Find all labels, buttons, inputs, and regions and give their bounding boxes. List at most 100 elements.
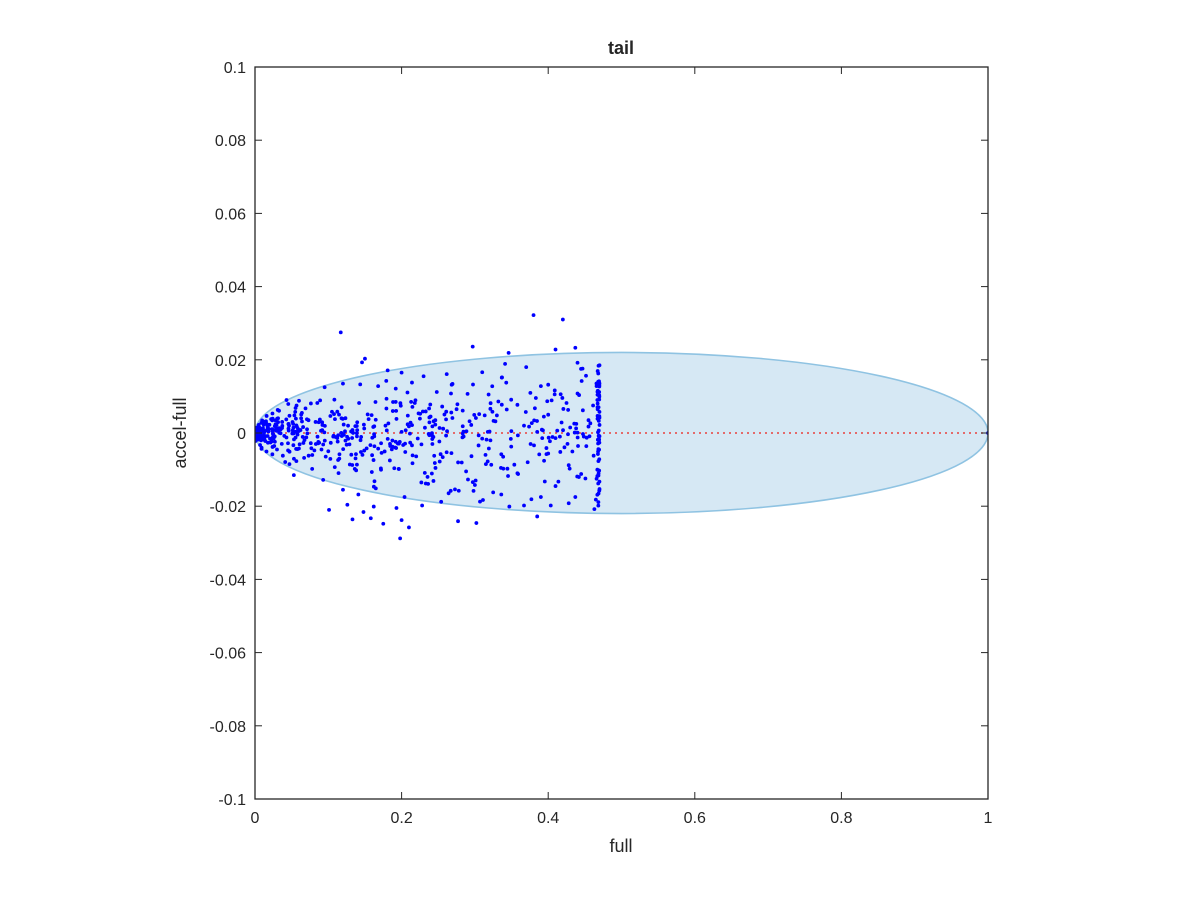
data-point	[360, 452, 365, 457]
data-point	[333, 417, 337, 422]
data-point	[357, 401, 361, 405]
data-point	[319, 447, 324, 452]
data-point	[291, 429, 295, 433]
data-point	[450, 416, 455, 420]
data-point	[593, 497, 598, 502]
data-point	[346, 423, 350, 428]
x-axis: 0 0.2 0.4 0.6 0.8 1	[251, 67, 993, 827]
data-point	[596, 428, 601, 433]
data-point	[581, 432, 585, 436]
data-point	[294, 447, 298, 451]
data-point	[597, 397, 602, 402]
data-point	[568, 425, 573, 430]
data-point	[586, 424, 591, 429]
data-point	[433, 422, 438, 427]
data-point	[575, 360, 580, 365]
data-point	[437, 439, 442, 444]
data-point	[507, 504, 512, 509]
data-point	[575, 430, 580, 435]
data-point	[394, 408, 399, 413]
data-point	[257, 436, 262, 440]
data-point	[597, 487, 602, 491]
data-point	[344, 442, 349, 447]
data-point	[373, 486, 378, 491]
data-point	[355, 434, 359, 439]
data-point	[561, 428, 565, 433]
data-point	[575, 435, 580, 440]
data-point	[482, 413, 487, 418]
data-point	[265, 424, 270, 429]
data-point	[433, 466, 438, 470]
data-point	[264, 414, 269, 418]
data-point	[341, 432, 346, 437]
data-point	[440, 455, 445, 460]
data-point	[306, 453, 311, 458]
data-point	[396, 467, 401, 471]
data-point	[261, 426, 265, 431]
data-point	[449, 451, 454, 456]
data-point	[272, 439, 277, 444]
data-point	[532, 418, 537, 423]
data-point	[522, 423, 526, 428]
data-point	[403, 428, 408, 433]
data-point	[341, 422, 346, 427]
data-point	[355, 420, 360, 425]
data-point	[390, 409, 395, 413]
data-point	[597, 457, 602, 462]
data-point	[592, 507, 597, 512]
data-point	[553, 484, 558, 488]
data-point	[490, 384, 495, 389]
data-point	[291, 425, 296, 430]
data-point	[484, 437, 489, 442]
y-tick-label: -0.02	[210, 499, 247, 516]
data-point	[428, 414, 433, 419]
y-tick-label: -0.06	[210, 646, 247, 663]
data-point	[421, 374, 426, 379]
data-point	[473, 483, 477, 487]
data-point	[567, 466, 572, 471]
data-point	[516, 472, 520, 476]
data-point	[259, 446, 264, 451]
data-point	[293, 435, 298, 440]
data-point	[506, 350, 511, 355]
x-tick-label: 0.4	[537, 810, 559, 827]
x-axis-label: full	[609, 836, 632, 856]
data-point	[297, 446, 301, 451]
data-point	[558, 450, 563, 454]
data-point	[535, 514, 540, 519]
data-point	[308, 401, 313, 406]
data-point	[410, 453, 415, 458]
data-point	[372, 444, 377, 449]
data-point	[369, 413, 374, 418]
data-point	[560, 317, 565, 322]
data-point	[290, 420, 295, 424]
data-point	[580, 408, 585, 413]
data-point	[595, 474, 600, 478]
data-point	[465, 391, 470, 396]
data-point	[595, 492, 600, 497]
data-point	[408, 431, 412, 436]
data-point	[275, 447, 279, 452]
data-point	[566, 501, 571, 506]
data-point	[490, 409, 495, 414]
data-point	[270, 445, 275, 449]
data-point	[347, 442, 352, 447]
data-point	[270, 416, 275, 421]
data-point	[596, 449, 600, 454]
data-point	[558, 392, 563, 397]
data-point	[336, 471, 341, 476]
data-point	[579, 472, 584, 476]
data-point	[595, 401, 600, 406]
data-point	[575, 474, 580, 479]
data-point	[574, 426, 579, 431]
data-point	[586, 418, 591, 423]
data-point	[472, 413, 477, 417]
data-point	[471, 382, 475, 387]
data-point	[550, 435, 555, 439]
data-point	[266, 440, 270, 445]
data-point	[512, 462, 517, 467]
data-point	[358, 382, 363, 387]
data-point	[353, 424, 358, 428]
data-point	[527, 424, 531, 429]
data-point	[454, 407, 459, 412]
